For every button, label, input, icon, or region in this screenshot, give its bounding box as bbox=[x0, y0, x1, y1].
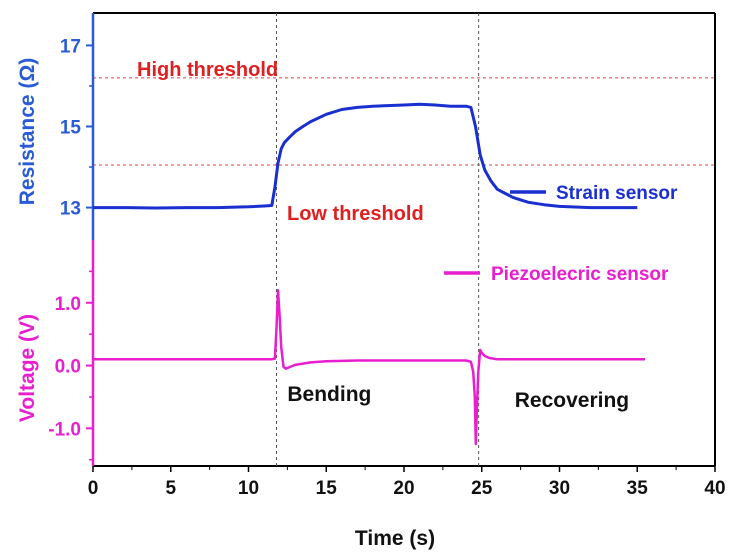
axis-layer bbox=[86, 44, 716, 472]
voltage-tick-label: 1.0 bbox=[55, 294, 81, 315]
legend-label-strain: Strain sensor bbox=[556, 183, 678, 204]
resistance-tick-label: 15 bbox=[60, 118, 82, 139]
resistance-axis-title: Resistance (Ω) bbox=[16, 58, 39, 206]
x-tick-label: 15 bbox=[316, 478, 338, 499]
x-tick-label: 25 bbox=[471, 478, 493, 499]
annotation-bending: Bending bbox=[287, 383, 371, 406]
x-tick-label: 20 bbox=[393, 478, 414, 499]
label-layer: 0 5 10 15 20 25 30 35 40 13 15 17 1.0 0.0 -1.0 Time (s)… bbox=[16, 36, 726, 550]
voltage-axis-title: Voltage (V) bbox=[16, 314, 39, 422]
voltage-tick-label: -1.0 bbox=[48, 419, 81, 440]
x-tick-label: 0 bbox=[88, 478, 99, 499]
series-line-0 bbox=[93, 102, 638, 210]
voltage-tick-label: 0.0 bbox=[55, 357, 81, 378]
high-threshold-label: High threshold bbox=[137, 59, 278, 81]
x-tick-label: 5 bbox=[165, 478, 176, 499]
resistance-tick-label: 13 bbox=[60, 199, 81, 220]
x-tick-label: 35 bbox=[627, 478, 649, 499]
x-axis-title: Time (s) bbox=[355, 527, 435, 550]
x-tick-label: 30 bbox=[549, 478, 570, 499]
x-tick-label: 10 bbox=[238, 478, 259, 499]
series-layer bbox=[93, 102, 645, 446]
legend-label-piezo: Piezoelecric sensor bbox=[491, 264, 669, 285]
series-line-1 bbox=[93, 288, 645, 446]
annotation-recovering: Recovering bbox=[515, 389, 629, 412]
x-tick-label: 40 bbox=[704, 478, 725, 499]
resistance-tick-label: 17 bbox=[60, 36, 81, 57]
low-threshold-label: Low threshold bbox=[287, 203, 424, 225]
reference-lines bbox=[93, 13, 715, 466]
